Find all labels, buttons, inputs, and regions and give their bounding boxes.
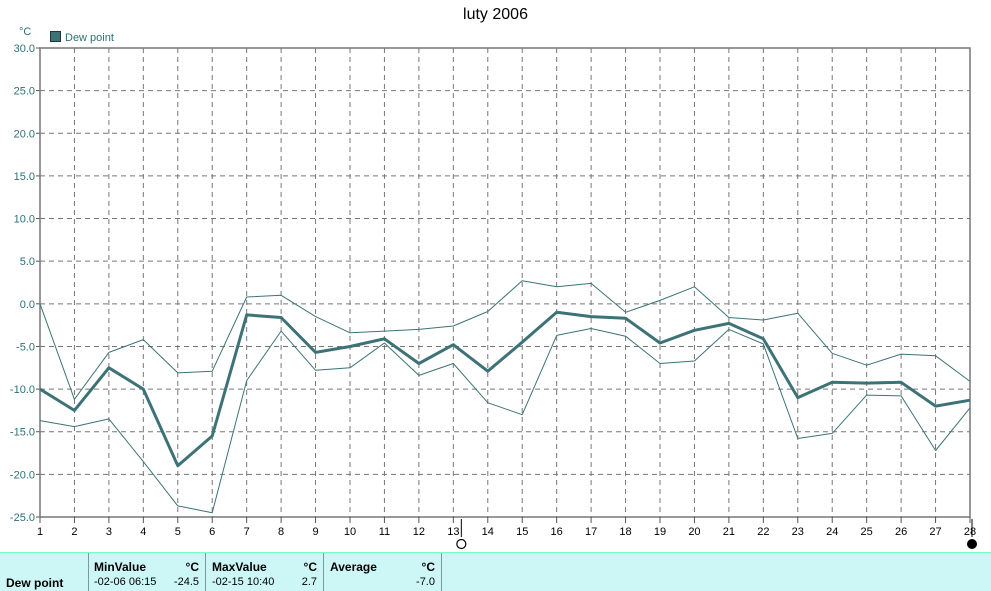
x-tick-label: 26 <box>895 526 907 538</box>
min-time: -02-06 06:15 <box>94 576 157 588</box>
legend: Dew point <box>50 31 114 44</box>
y-tick-label: -5.0 <box>16 341 35 353</box>
y-tick-label: 25.0 <box>14 86 35 98</box>
y-tick-label: 20.0 <box>14 128 35 140</box>
average-unit: °C <box>421 560 435 574</box>
x-tick-label: 23 <box>792 526 804 538</box>
y-tick-label: 30.0 <box>14 43 35 55</box>
x-tick-label: 17 <box>585 526 597 538</box>
stats-panel: Dew point MinValue °C -02-06 06:15 -24.5… <box>0 552 991 591</box>
x-tick-label: 28 <box>964 526 976 538</box>
x-tick-label: 2 <box>71 526 77 538</box>
x-tick-label: 24 <box>826 526 838 538</box>
x-tick-label: 9 <box>312 526 318 538</box>
x-tick-label: 25 <box>861 526 873 538</box>
max-time: -02-15 10:40 <box>212 576 275 588</box>
y-tick-label: -15.0 <box>10 427 35 439</box>
x-tick-label: 21 <box>723 526 735 538</box>
chart-area: 30.0 25.0 20.0 15.0 10.0 5.0 0.0 -5.0 -10.0 -15.0… <box>10 43 977 550</box>
y-axis-unit: °C <box>19 26 32 38</box>
series-line-max <box>39 280 971 400</box>
period-marker-hollow <box>456 538 467 550</box>
x-tick-label: 5 <box>175 526 181 538</box>
max-value: 2.7 <box>301 576 317 588</box>
x-tick-label: 8 <box>278 526 284 538</box>
x-tick-label: 27 <box>929 526 941 538</box>
min-value: -24.5 <box>173 576 199 588</box>
legend-label: Dew point <box>65 32 114 44</box>
x-tick-label: 14 <box>482 526 494 538</box>
x-tick-label: 11 <box>379 526 390 538</box>
x-tick-label: 22 <box>757 526 769 538</box>
x-tick-label: 13 <box>447 526 459 538</box>
y-tick-label: -25.0 <box>10 512 35 524</box>
x-tick-label: 16 <box>551 526 563 538</box>
legend-swatch <box>50 31 61 42</box>
max-header: MaxValue <box>212 560 267 574</box>
x-tick-label: 1 <box>37 526 43 538</box>
series-line-average <box>39 310 971 468</box>
x-tick-label: 3 <box>106 526 112 538</box>
x-tick-label: 10 <box>344 526 356 538</box>
min-header: MinValue <box>94 560 147 574</box>
y-tick-label: 10.0 <box>14 214 35 226</box>
stats-max-cell: MaxValue °C -02-15 10:40 2.7 <box>206 553 324 591</box>
plot-frame <box>39 47 971 518</box>
y-tick-label: 5.0 <box>20 256 35 268</box>
period-marker-filled <box>967 539 977 549</box>
x-tick-label: 20 <box>688 526 700 538</box>
stats-row-label: Dew point <box>6 576 64 590</box>
average-header: Average <box>330 560 377 574</box>
average-value: -7.0 <box>416 576 435 588</box>
min-unit: °C <box>185 560 199 574</box>
y-tick-label: -20.0 <box>10 469 35 481</box>
y-tick-label: 0.0 <box>20 299 35 311</box>
y-tick-label: -10.0 <box>10 384 35 396</box>
x-tick-label: 12 <box>413 526 425 538</box>
max-unit: °C <box>303 560 317 574</box>
x-tick-label: 6 <box>209 526 215 538</box>
y-tick-label: 15.0 <box>14 171 35 183</box>
x-tick-label: 4 <box>140 526 146 538</box>
x-tick-label: 15 <box>516 526 528 538</box>
series-line-min <box>39 328 971 514</box>
x-tick-label: 18 <box>619 526 631 538</box>
x-tick-label: 7 <box>244 526 250 538</box>
stats-average-cell: Average °C -7.0 <box>324 553 442 591</box>
x-tick-label: 19 <box>654 526 666 538</box>
stats-row-label-cell: Dew point <box>0 553 89 591</box>
stats-min-cell: MinValue °C -02-06 06:15 -24.5 <box>88 553 206 591</box>
chart-title: luty 2006 <box>463 6 528 23</box>
